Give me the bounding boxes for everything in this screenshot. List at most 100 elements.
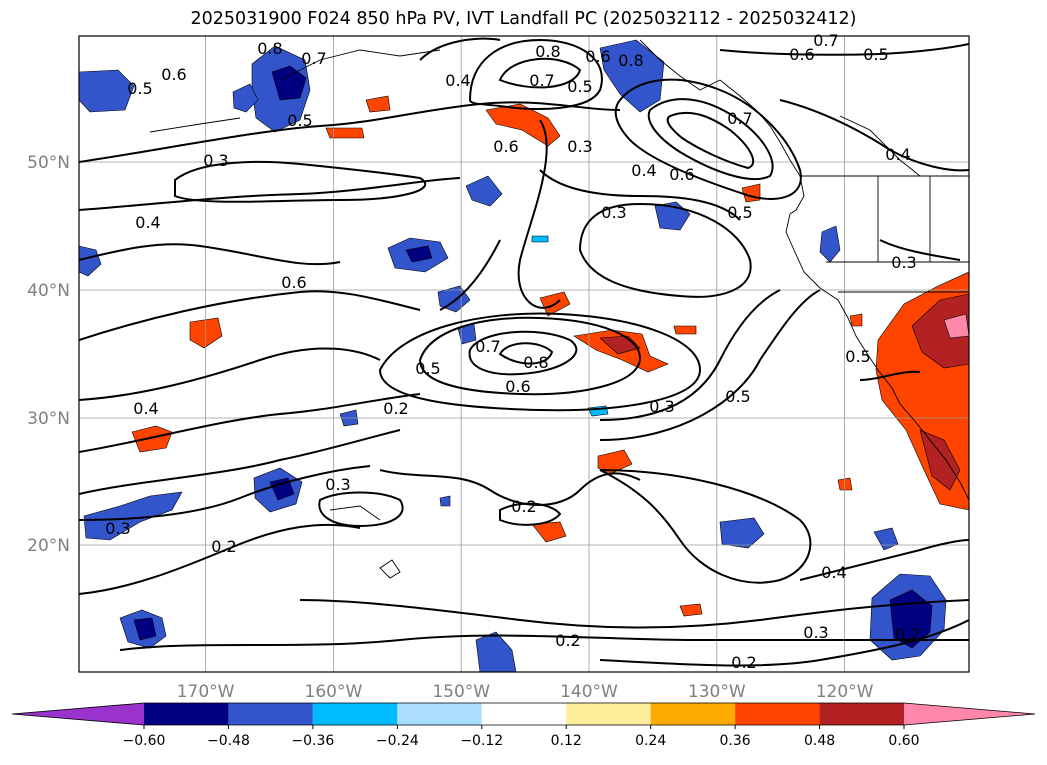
contour-label: 0.6 (281, 273, 306, 292)
colorbar-segment (735, 703, 820, 725)
lat-label: 20°N (27, 536, 70, 556)
contour-label: 0.3 (803, 623, 828, 642)
contour-label: 0.7 (301, 49, 326, 68)
colorbar-tick-label: −0.48 (207, 733, 250, 749)
contour-label: 0.8 (523, 353, 548, 372)
colorbar-segment (312, 703, 398, 725)
contour-label: 0.6 (505, 377, 530, 396)
contour-label: 0.8 (535, 42, 560, 61)
contour-labels: 0.8 0.7 0.6 0.5 0.5 0.4 0.8 0.7 0.5 0.6 … (105, 31, 920, 672)
positive-pv-area (911, 293, 969, 369)
contour-label: 0.6 (493, 137, 518, 156)
colorbar-tick-label: 0.12 (551, 733, 582, 749)
contour-label: 0.3 (891, 253, 916, 272)
lon-label: 170°W (177, 682, 235, 702)
contour-label: 0.7 (475, 337, 500, 356)
plot-frame (78, 35, 970, 673)
colorbar-segment (650, 703, 736, 725)
contour-label: 0.4 (631, 161, 656, 180)
contour-label: 0.3 (567, 137, 592, 156)
contour-label: 0.2 (731, 653, 756, 672)
contour-label: 0.2 (383, 399, 408, 418)
map-title: 2025031900 F024 850 hPa PV, IVT Landfall… (190, 9, 857, 29)
contour-label: 0.7 (813, 31, 838, 50)
colorbar-tick-label: 0.60 (888, 733, 919, 749)
contour-label: 0.4 (821, 563, 846, 582)
colorbar-extend-high (904, 703, 1035, 725)
contour-label: 0.8 (257, 39, 282, 58)
contour-label: 0.4 (445, 71, 470, 90)
plot-area (79, 36, 969, 672)
contour-label: 0.6 (669, 165, 694, 184)
contour-label: 0.5 (415, 359, 440, 378)
contour-label: 0.8 (618, 51, 643, 70)
positive-pv-area (919, 429, 961, 491)
positive-pv-area (673, 325, 697, 335)
colorbar-segment (228, 703, 313, 725)
positive-pv-area (131, 425, 173, 453)
positive-pv-area (679, 603, 703, 617)
contour-label: 0.7 (529, 71, 554, 90)
colorbar-tick-label: −0.60 (123, 733, 166, 749)
pv-contours (79, 37, 969, 667)
lat-label: 40°N (27, 281, 70, 301)
lon-label: 160°W (305, 682, 363, 702)
positive-pv-area (943, 313, 969, 339)
positive-pv-area (325, 127, 365, 139)
contour-label: 0.4 (133, 399, 158, 418)
lon-label: 150°W (432, 682, 490, 702)
negative-pv-area (475, 631, 517, 672)
negative-pv-area (819, 225, 841, 263)
contour-label: 0.5 (287, 111, 312, 130)
negative-pv-area (599, 39, 665, 113)
contour-label: 0.5 (845, 347, 870, 366)
colorbar-tick-label: 0.48 (804, 733, 835, 749)
negative-pv-area (873, 527, 899, 551)
lat-label: 50°N (27, 153, 70, 173)
contour-label: 0.2 (555, 631, 580, 650)
contour-label: 0.3 (325, 475, 350, 494)
lon-label: 140°W (560, 682, 618, 702)
colorbar-tick-label: 0.24 (635, 733, 666, 749)
positive-pv-area (849, 313, 863, 327)
negative-pv-area (79, 69, 135, 113)
colorbar: −0.60 −0.48 −0.36 −0.24 −0.12 0.12 0.24 0.36 0.4… (11, 702, 1036, 749)
coastlines (149, 39, 969, 579)
positive-pv-area (597, 449, 633, 475)
graticule (79, 36, 969, 672)
lat-label: 30°N (27, 409, 70, 429)
colorbar-segment (566, 703, 651, 725)
contour-label: 0.2 (511, 497, 536, 516)
lon-label: 130°W (688, 682, 746, 702)
contour-label: 0.6 (585, 47, 610, 66)
colorbar-tick-label: −0.36 (291, 733, 334, 749)
contour-label: 0.7 (727, 109, 752, 128)
negative-pv-area (405, 245, 433, 263)
positive-pv-area (485, 103, 561, 147)
negative-pv-area (465, 175, 503, 207)
negative-pv-area (271, 65, 307, 101)
negative-pv-area (79, 245, 102, 277)
contour-label: 0.5 (725, 387, 750, 406)
contour-label: 0.4 (885, 145, 910, 164)
contour-label: 0.5 (727, 203, 752, 222)
contour-label: 0.3 (601, 203, 626, 222)
colorbar-segment (481, 703, 567, 725)
colorbar-segment (397, 703, 482, 725)
positive-pv-area (531, 521, 567, 543)
contour-label: 0.5 (127, 79, 152, 98)
contour-label: 0.3 (203, 151, 228, 170)
negative-pv-area (232, 83, 259, 113)
negative-pv-area (133, 617, 157, 641)
colorbar-tick-label: 0.36 (720, 733, 751, 749)
longitude-labels: 170°W 160°W 150°W 140°W 130°W 120°W (177, 682, 874, 702)
positive-pv-area (837, 477, 853, 491)
negative-pv-area (439, 495, 451, 507)
contour-label: 0.6 (161, 65, 186, 84)
contour-label: 0.5 (567, 77, 592, 96)
colorbar-tick-label: −0.12 (460, 733, 503, 749)
colorbar-tick-label: −0.24 (376, 733, 419, 749)
contour-label: 0.3 (649, 397, 674, 416)
contour-label: 0.4 (135, 213, 160, 232)
